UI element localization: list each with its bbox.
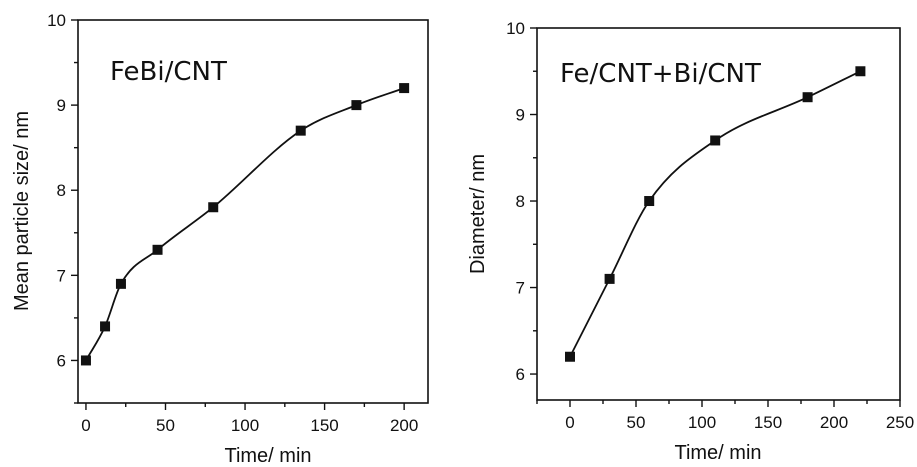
data-markers (565, 66, 866, 362)
data-point (152, 244, 163, 255)
y-tick-label: 6 (57, 351, 66, 370)
x-tick-label: 150 (754, 413, 782, 432)
fit-curve (569, 70, 861, 358)
x-tick-label: 250 (886, 413, 914, 432)
x-tick-label: 50 (156, 416, 175, 435)
data-markers (80, 83, 410, 366)
data-point (855, 66, 866, 77)
chart-panel-fe-cnt-bi-cnt: Fe/CNT+Bi/CNT Time/ min Diameter/ nm 0 50… (467, 19, 914, 464)
x-axis-label: Time/ min (224, 445, 311, 467)
plot-frame (536, 27, 901, 401)
y-tick-label: 10 (47, 11, 66, 30)
data-point (208, 202, 219, 213)
x-tick-label: 100 (231, 416, 259, 435)
x-tick-label: 200 (820, 413, 848, 432)
x-tick-label: 0 (565, 413, 574, 432)
data-point (115, 278, 126, 289)
x-tick-label: 150 (310, 416, 338, 435)
data-point (100, 321, 111, 332)
fit-curve (85, 87, 405, 361)
axis-ticks: 0 50 100 150 200 250 6 7 8 9 10 (506, 19, 914, 432)
panel-title: Fe/CNT+Bi/CNT (560, 59, 761, 89)
data-point (604, 273, 615, 284)
y-tick-label: 7 (516, 279, 525, 298)
y-tick-label: 8 (516, 192, 525, 211)
x-tick-label: 200 (390, 416, 418, 435)
y-tick-label: 9 (57, 96, 66, 115)
data-point (565, 351, 575, 362)
axis-ticks: 0 50 100 150 200 6 7 8 9 10 (47, 11, 418, 435)
y-axis-label: Diameter/ nm (467, 154, 489, 274)
x-tick-label: 0 (81, 416, 90, 435)
data-point (802, 92, 813, 103)
x-tick-label: 50 (627, 413, 646, 432)
data-point (710, 135, 721, 146)
y-axis-label: Mean particle size/ nm (11, 111, 33, 311)
y-tick-label: 9 (516, 106, 525, 125)
data-point (399, 83, 410, 94)
y-tick-label: 6 (516, 365, 525, 384)
y-tick-label: 8 (57, 181, 66, 200)
panel-title: FeBi/CNT (110, 57, 227, 87)
x-tick-label: 100 (688, 413, 716, 432)
x-axis-label: Time/ min (674, 442, 761, 464)
chart-panel-febi-cnt: FeBi/CNT Time/ min Mean particle size/ n… (11, 11, 429, 467)
plot-frame (77, 19, 429, 404)
data-point (295, 125, 306, 136)
data-point (351, 100, 362, 111)
data-point (80, 355, 91, 366)
data-point (644, 196, 655, 207)
y-tick-label: 7 (57, 266, 66, 285)
y-tick-label: 10 (506, 19, 525, 38)
